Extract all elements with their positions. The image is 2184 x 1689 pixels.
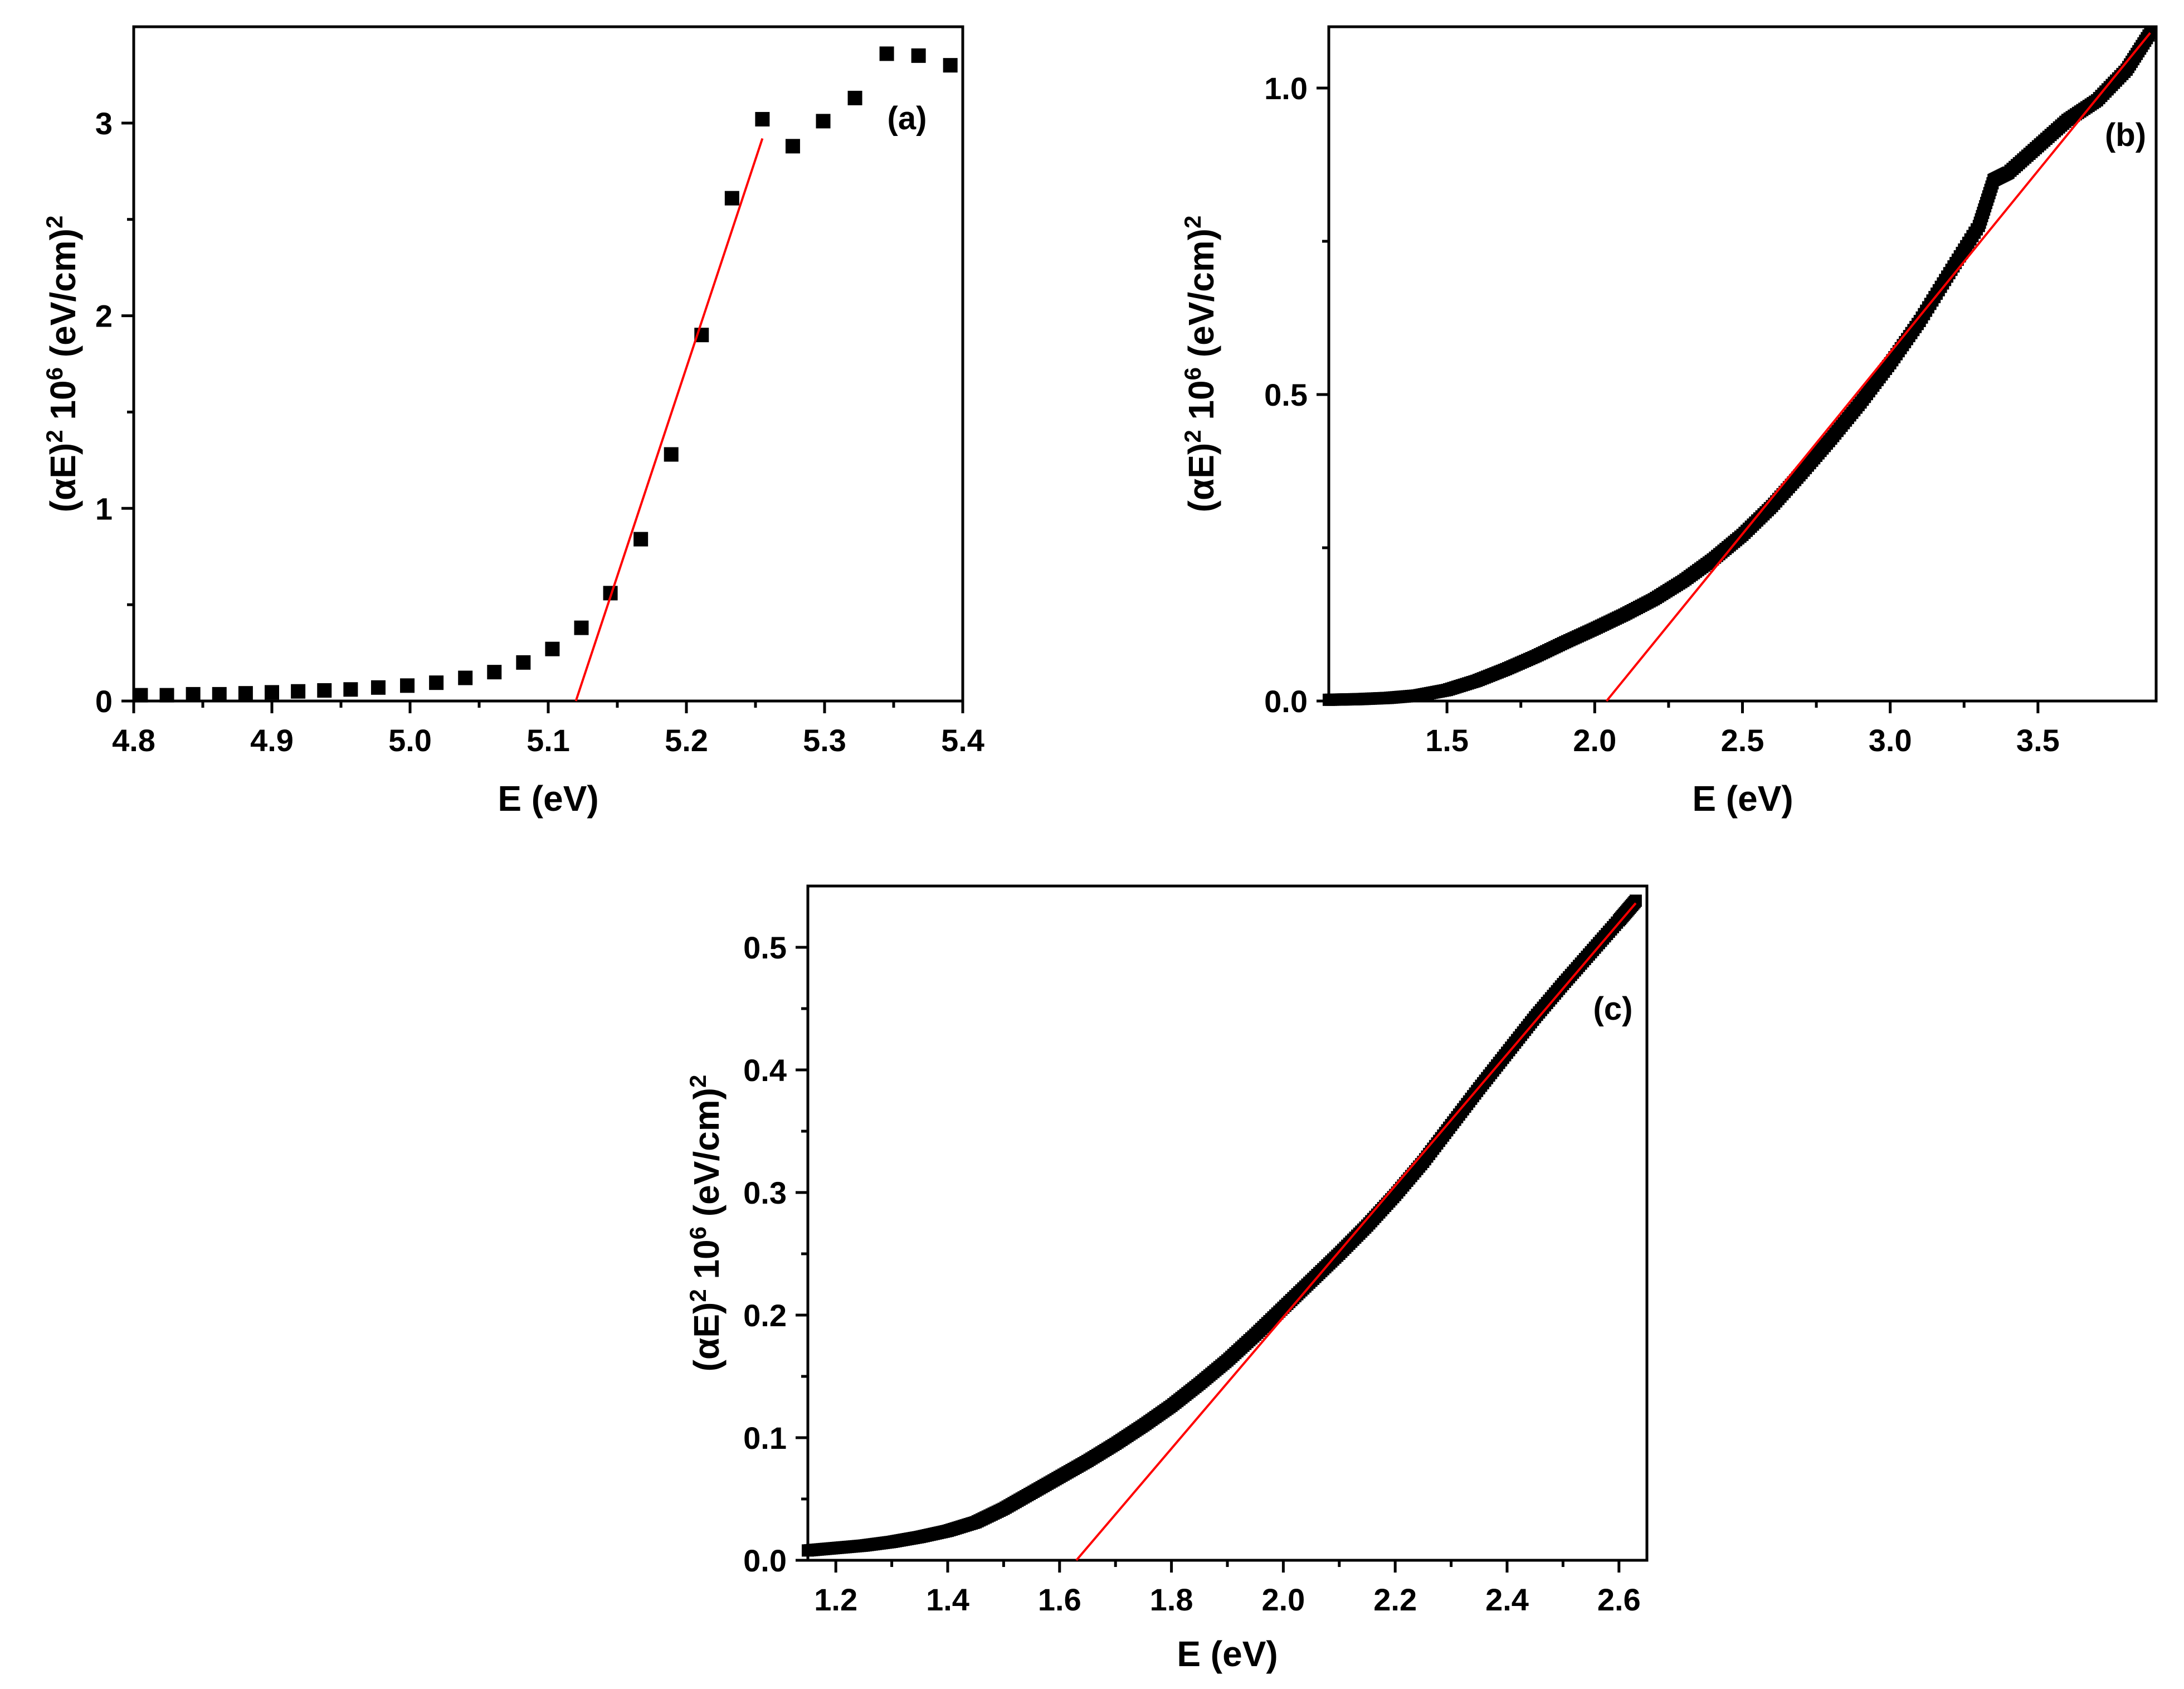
panel-a-y-tick-label: 2 xyxy=(95,299,113,334)
panel-c-x-tick-label: 1.4 xyxy=(926,1582,969,1617)
panel-a-x-tick-label: 4.8 xyxy=(112,723,155,758)
panel-b-x-tick-label: 2.0 xyxy=(1573,723,1616,758)
panel-c-x-tick-label: 2.6 xyxy=(1597,1582,1641,1617)
panel-b-x-tick-label: 2.5 xyxy=(1721,723,1764,758)
panel-a-data-point xyxy=(458,670,473,685)
panel-a: 4.8 4.9 5.0 5.1 5.2 5.3 5.4 0 1 2 3 (a) E (eV) (α… xyxy=(41,25,984,819)
panel-c-y-tick-label: 0.5 xyxy=(743,930,787,965)
panel-b-x-axis-label: E (eV) xyxy=(1692,778,1793,819)
panel-c-y-ticks: 0.0 0.1 0.2 0.3 0.4 0.5 xyxy=(743,930,808,1578)
panel-b-y-tick-label: 0.0 xyxy=(1264,684,1308,719)
panel-a-data-point xyxy=(664,447,679,462)
panel-a-x-tick-label: 5.1 xyxy=(526,723,570,758)
panel-a-data-point xyxy=(186,687,201,702)
panel-a-x-tick-label: 5.0 xyxy=(388,723,432,758)
panel-c-fit-line xyxy=(1075,902,1637,1561)
panel-a-data-point xyxy=(633,532,649,547)
panel-a-label: (a) xyxy=(888,100,927,137)
panel-b-fit-line xyxy=(1605,32,2151,702)
panel-a-data-point xyxy=(487,665,502,680)
panel-a-y-tick-label: 0 xyxy=(95,684,113,719)
panel-b-x-ticks: 1.5 2.0 2.5 3.0 3.5 xyxy=(1425,701,2060,758)
panel-a-y-axis-label: (αE)2 106 (eV/cm)2 xyxy=(41,216,84,513)
panel-a-data-point xyxy=(816,114,831,129)
panel-a-x-tick-label: 4.9 xyxy=(250,723,294,758)
panel-a-data-series xyxy=(133,46,958,703)
panel-c-y-tick-label: 0.0 xyxy=(743,1543,787,1578)
panel-a-x-tick-label: 5.2 xyxy=(665,723,708,758)
panel-a-y-tick-label: 3 xyxy=(95,106,113,141)
panel-b-x-tick-label: 3.0 xyxy=(1869,723,1912,758)
panel-b-y-tick-label: 0.5 xyxy=(1264,377,1308,412)
panel-b-frame xyxy=(1327,25,2158,703)
panel-a-data-point xyxy=(785,139,800,154)
panel-a-data-point xyxy=(724,191,739,206)
panel-c-x-tick-label: 1.6 xyxy=(1038,1582,1081,1617)
panel-c-data-series xyxy=(802,894,1642,1557)
panel-c-x-tick-label: 2.2 xyxy=(1373,1582,1417,1617)
panel-a-data-point xyxy=(429,675,444,690)
panel-a-y-tick-label: 1 xyxy=(95,491,113,526)
panel-a-x-ticks: 4.8 4.9 5.0 5.1 5.2 5.3 5.4 xyxy=(112,701,984,758)
panel-c-y-tick-label: 0.2 xyxy=(743,1298,787,1333)
panel-c-x-axis-label: E (eV) xyxy=(1177,1634,1278,1674)
panel-a-data-point xyxy=(574,620,589,635)
panel-c-y-tick-label: 0.1 xyxy=(743,1420,787,1456)
panel-b-data-series xyxy=(1323,27,2157,706)
panel-c-x-tick-label: 1.8 xyxy=(1150,1582,1193,1617)
panel-b-y-tick-label: 1.0 xyxy=(1264,71,1308,106)
panel-a-frame xyxy=(132,25,964,703)
panel-b-x-tick-label: 3.5 xyxy=(2016,723,2060,758)
panel-a-data-point xyxy=(370,680,386,695)
panel-a-data-point xyxy=(317,683,332,698)
panel-a-data-point xyxy=(291,684,306,699)
panel-c-x-tick-label: 2.4 xyxy=(1485,1582,1529,1617)
panel-a-data-point xyxy=(265,685,279,700)
panel-a-x-tick-label: 5.3 xyxy=(803,723,846,758)
panel-b-y-axis-label: (αE)2 106 (eV/cm)2 xyxy=(1179,216,1222,513)
panel-a-y-ticks: 0 1 2 3 xyxy=(95,106,134,719)
panel-a-data-point xyxy=(755,111,770,126)
panel-c-y-axis-label: (αE)2 106 (eV/cm)2 xyxy=(685,1075,727,1372)
panel-b-label: (b) xyxy=(2105,117,2146,153)
panel-c-frame xyxy=(806,884,1649,1562)
panel-c-x-tick-label: 1.2 xyxy=(814,1582,857,1617)
panel-a-data-point xyxy=(400,678,415,693)
panel-b: 1.5 2.0 2.5 3.0 3.5 0.0 0.5 1.0 (b) E (eV) (αE… xyxy=(1179,25,2158,819)
panel-a-data-point xyxy=(212,687,227,702)
panel-a-data-point xyxy=(159,688,174,703)
panel-a-data-point xyxy=(238,686,253,701)
panel-c-data-point xyxy=(1629,894,1642,907)
panel-a-data-point xyxy=(343,682,358,697)
panel-a-data-point xyxy=(516,655,531,670)
panel-a-data-point xyxy=(911,48,926,63)
panel-a-data-point xyxy=(847,90,862,105)
panel-c-y-tick-label: 0.3 xyxy=(743,1175,787,1210)
panel-c: 1.2 1.4 1.6 1.8 2.0 2.2 2.4 2.6 0.0 0.1 0.2 0.3 0.4… xyxy=(685,884,1649,1674)
panel-b-y-ticks: 0.0 0.5 1.0 xyxy=(1264,71,1329,719)
panel-a-x-tick-label: 5.4 xyxy=(941,723,984,758)
panel-c-y-tick-label: 0.4 xyxy=(743,1053,787,1088)
panel-a-data-point xyxy=(545,641,560,656)
panel-a-data-point xyxy=(943,58,958,73)
panel-a-fit-line xyxy=(574,138,764,702)
panel-a-data-point xyxy=(879,46,894,61)
panel-b-x-tick-label: 1.5 xyxy=(1425,723,1469,758)
panel-c-x-tick-label: 2.0 xyxy=(1261,1582,1305,1617)
panel-a-x-axis-label: E (eV) xyxy=(498,778,598,819)
panel-c-x-ticks: 1.2 1.4 1.6 1.8 2.0 2.2 2.4 2.6 xyxy=(814,1560,1641,1617)
panel-c-label: (c) xyxy=(1593,991,1633,1027)
panel-a-data-point xyxy=(133,688,148,703)
